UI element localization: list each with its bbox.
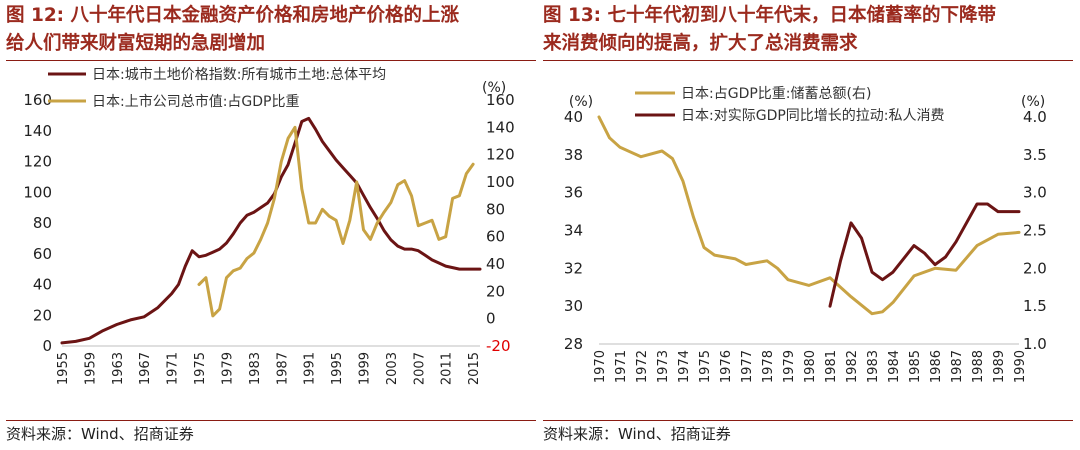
- figure-13-right-tick-label: 3.0: [1023, 184, 1047, 202]
- figure-13-bottom-rule: [543, 420, 1073, 421]
- figure-13-chart: 28 30 32 34 36 38 40 1.0 1.5 2.0 2.5 3.0 3.5 4.0 1970 1…: [564, 86, 1047, 383]
- figure-13-x-tick-label: 1975: [698, 350, 713, 383]
- figure-13-x-tick-label: 1977: [740, 350, 755, 383]
- figure-13-left-tick-label: 38: [564, 146, 583, 164]
- figure-12-right-tick-label: 100: [486, 173, 515, 191]
- figure-12-right-tick-label: 0: [486, 310, 496, 328]
- figure-12-series-line-1: [60, 116, 482, 345]
- figure-13-x-tick-label: 1979: [782, 350, 797, 383]
- figure-13-title-line1: 图 13: 七十年代初到八十年代末，日本储蓄率的下降带: [543, 5, 997, 26]
- figure-12-x-tick-label: 2015: [467, 352, 482, 385]
- figure-13-title-line2: 来消费倾向的提高，扩大了总消费需求: [543, 33, 858, 54]
- figure-12-right-tick-label: 80: [486, 200, 505, 218]
- figure-12-left-tick-label: 80: [33, 214, 52, 232]
- figure-13-left-tick-label: 32: [564, 259, 583, 277]
- figure-12-left-tick-label: 60: [33, 245, 52, 263]
- figure-12-right-tick-label: 20: [486, 282, 505, 300]
- figure-13-left-tick-label: 36: [564, 184, 583, 202]
- figure-13-x-tick-label: 1971: [614, 350, 629, 383]
- figure-12-x-tick-label: 2011: [440, 352, 455, 385]
- figure-13-legend-label-2: 日本:对实际GDP同比增长的拉动:私人消费: [681, 108, 945, 124]
- figure-12-x-tick-label: 2007: [412, 352, 427, 385]
- figure-13-left-tick-label: 40: [564, 108, 583, 126]
- figure-13-right-tick-label: 4.0: [1023, 108, 1047, 126]
- figure-12-right-tick-label: -20: [486, 337, 511, 355]
- figure-13-x-tick-label: 1988: [971, 350, 986, 383]
- figure-13-x-tick-label: 1974: [677, 350, 692, 383]
- figure-13-left-tick-label: 28: [564, 335, 583, 353]
- figure-12-title-line2: 给人们带来财富短期的急剧增加: [6, 33, 266, 54]
- figure-12-left-tick-label: 160: [23, 91, 52, 109]
- figure-12-x-tick-label: 1971: [166, 352, 181, 385]
- figure-13-right-tick-label: 1.5: [1023, 297, 1047, 315]
- figure-12-x-tick-label: 2003: [385, 352, 400, 385]
- figure-13-left-tick-label: 30: [564, 297, 583, 315]
- figure-12-right-unit: (%): [482, 80, 506, 96]
- figure-13-x-tick-label: 1982: [845, 350, 860, 383]
- figure-12-x-tick-label: 1999: [358, 352, 373, 385]
- figure-12-x-tick-label: 1967: [138, 352, 153, 385]
- figure-12-title: 图 12: 八十年代日本金融资产价格和房地产价格的上涨 给人们带来财富短期的急剧…: [6, 2, 536, 58]
- figure-12-left-tick-label: 40: [33, 276, 52, 294]
- figure-13-right-tick-label: 3.5: [1023, 146, 1047, 164]
- figure-12-right-tick-label: 160: [486, 91, 515, 109]
- figure-13-x-tick-label: 1990: [1013, 350, 1028, 383]
- figure-12-right-tick-label: 60: [486, 228, 505, 246]
- figure-13-x-tick-label: 1978: [761, 350, 776, 383]
- figure-12-x-tick-label: 1983: [248, 352, 263, 385]
- figure-12-left-tick-label: 140: [23, 122, 52, 140]
- figure-13-x-tick-label: 1981: [824, 350, 839, 383]
- figure-12-title-line1: 图 12: 八十年代日本金融资产价格和房地产价格的上涨: [6, 5, 460, 26]
- figure-13-x-tick-label: 1973: [656, 350, 671, 383]
- figure-12-left-tick-label: 100: [23, 183, 52, 201]
- figure-12-left-tick-label: 20: [33, 306, 52, 324]
- figure-12-x-tick-label: 1975: [193, 352, 208, 385]
- figure-12-bottom-rule: [6, 420, 536, 421]
- figure-12-top-rule: [6, 60, 536, 61]
- figure-13-right-tick-label: 2.5: [1023, 222, 1047, 240]
- figure-12-left-tick-label: 120: [23, 153, 52, 171]
- figure-12-x-tick-label: 1987: [275, 352, 290, 385]
- figure-13-right-unit: (%): [1021, 94, 1045, 110]
- figure-12-series-line-2: [197, 125, 475, 318]
- figure-12-right-tick-label: 120: [486, 146, 515, 164]
- figure-12-x-tick-label: 1955: [56, 352, 71, 385]
- figure-13-series-line-1: [597, 115, 1021, 316]
- figure-13-legend-label-1: 日本:占GDP比重:储蓄总额(右): [681, 86, 871, 102]
- figure-12-x-tick-label: 1991: [303, 352, 318, 385]
- figure-13-x-tick-label: 1987: [950, 350, 965, 383]
- figure-13-panel: 图 13: 七十年代初到八十年代末，日本储蓄率的下降带 来消费倾向的提高，扩大了…: [543, 0, 1073, 450]
- figure-12-chart: 0 20 40 60 80 100 120 140 160 -20 0 20 40 60 80 100 120 1…: [23, 66, 515, 385]
- figure-13-x-tick-label: 1976: [719, 350, 734, 383]
- figure-13-x-tick-label: 1989: [992, 350, 1007, 383]
- figure-13-left-tick-label: 34: [564, 222, 583, 240]
- figure-13-right-tick-label: 2.0: [1023, 259, 1047, 277]
- figure-13-x-tick-label: 1983: [866, 350, 881, 383]
- figure-13-x-tick-label: 1970: [593, 350, 608, 383]
- figure-13-source: 资料来源：Wind、招商证券: [543, 425, 731, 443]
- figure-12-source: 资料来源：Wind、招商证券: [6, 425, 194, 443]
- figure-12-panel: 图 12: 八十年代日本金融资产价格和房地产价格的上涨 给人们带来财富短期的急剧…: [6, 0, 536, 450]
- figure-13-left-unit: (%): [569, 94, 593, 110]
- figure-13-top-rule: [543, 60, 1073, 61]
- figure-13-x-tick-label: 1986: [929, 350, 944, 383]
- figure-12-right-tick-label: 40: [486, 255, 505, 273]
- figure-13-x-tick-label: 1972: [635, 350, 650, 383]
- figure-13-title: 图 13: 七十年代初到八十年代末，日本储蓄率的下降带 来消费倾向的提高，扩大了…: [543, 2, 1073, 58]
- figure-12-right-tick-label: 140: [486, 118, 515, 136]
- figure-12-x-tick-label: 1963: [111, 352, 126, 385]
- figure-12-legend-label-2: 日本:上市公司总市值:占GDP比重: [92, 93, 300, 110]
- figure-13-x-tick-label: 1984: [887, 350, 902, 383]
- figure-13-series-line-2: [828, 202, 1021, 308]
- figure-12-x-tick-label: 1979: [220, 352, 235, 385]
- figure-12-legend-label-1: 日本:城市土地价格指数:所有城市土地:总体平均: [92, 66, 386, 83]
- figure-12-left-tick-label: 0: [42, 337, 52, 355]
- figure-12-x-tick-label: 1995: [330, 352, 345, 385]
- figure-13-right-tick-label: 1.0: [1023, 335, 1047, 353]
- figure-13-x-tick-label: 1985: [908, 350, 923, 383]
- figure-13-x-tick-label: 1980: [803, 350, 818, 383]
- figure-12-x-tick-label: 1959: [83, 352, 98, 385]
